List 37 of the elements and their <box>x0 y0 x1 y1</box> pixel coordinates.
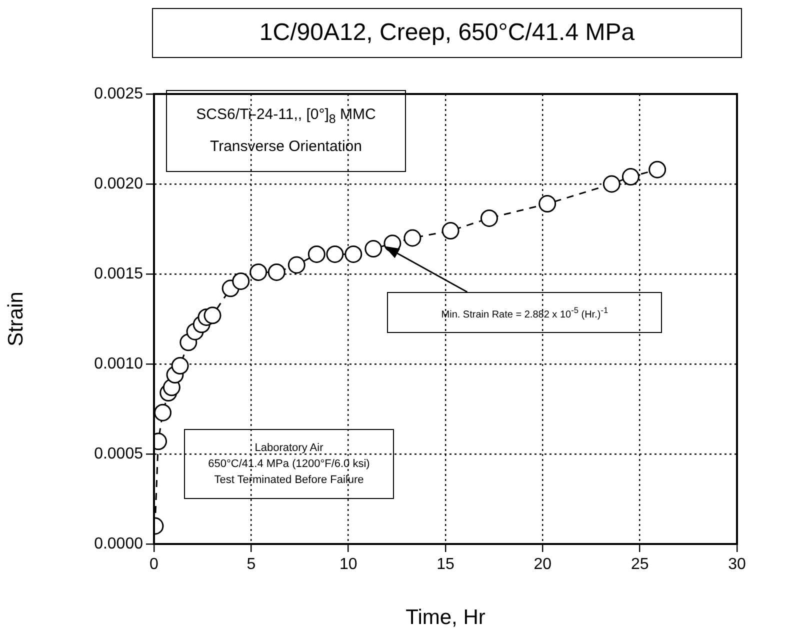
y-tick-label: 0.0010 <box>94 355 144 372</box>
x-tick-label: 15 <box>436 556 454 574</box>
annotation: SCS6/Ti-24-11,, [0°]$_{8}$ MMC Transverse Orientation <box>166 90 406 172</box>
point <box>250 263 268 281</box>
point <box>268 263 286 281</box>
y-tick-label: 0.0025 <box>94 85 144 102</box>
point <box>622 168 640 186</box>
point <box>232 272 250 290</box>
x-tick-label: 10 <box>339 556 358 574</box>
point <box>171 357 189 375</box>
point <box>648 160 666 178</box>
chart-title: 1C/90A12, Creep, 650°C/41.4 MPa <box>152 8 742 58</box>
point <box>204 306 222 324</box>
point <box>442 222 460 240</box>
y-axis-title: Strain <box>4 292 28 346</box>
x-tick-label: 30 <box>728 556 746 574</box>
point <box>344 245 362 263</box>
point <box>288 256 306 274</box>
point <box>308 245 326 263</box>
y-tick-label: 0.0015 <box>94 265 144 282</box>
point <box>326 245 344 263</box>
x-tick-label: 0 <box>150 556 159 574</box>
point <box>364 240 382 258</box>
x-tick-label: 20 <box>534 556 552 574</box>
point <box>154 404 172 422</box>
point <box>538 195 556 213</box>
annotation: Min. Strain Rate = 2.882 x 10$^{-5}$ (Hr.)$^{-1}$ <box>387 292 662 334</box>
y-tick-label: 0.0005 <box>94 445 144 462</box>
point <box>480 209 498 227</box>
y-tick-label: 0.0020 <box>94 175 144 192</box>
y-tick-label: 0.0000 <box>94 535 144 552</box>
point <box>602 175 620 193</box>
point <box>404 229 422 247</box>
x-tick-label: 25 <box>630 556 649 574</box>
x-axis-title: Time, Hr <box>406 606 486 630</box>
annotation: Laboratory Air 650°C/41.4 MPa (1200°F/6.0 ksi) Test Terminated Before Failure <box>184 429 394 499</box>
x-tick-label: 5 <box>246 556 256 574</box>
